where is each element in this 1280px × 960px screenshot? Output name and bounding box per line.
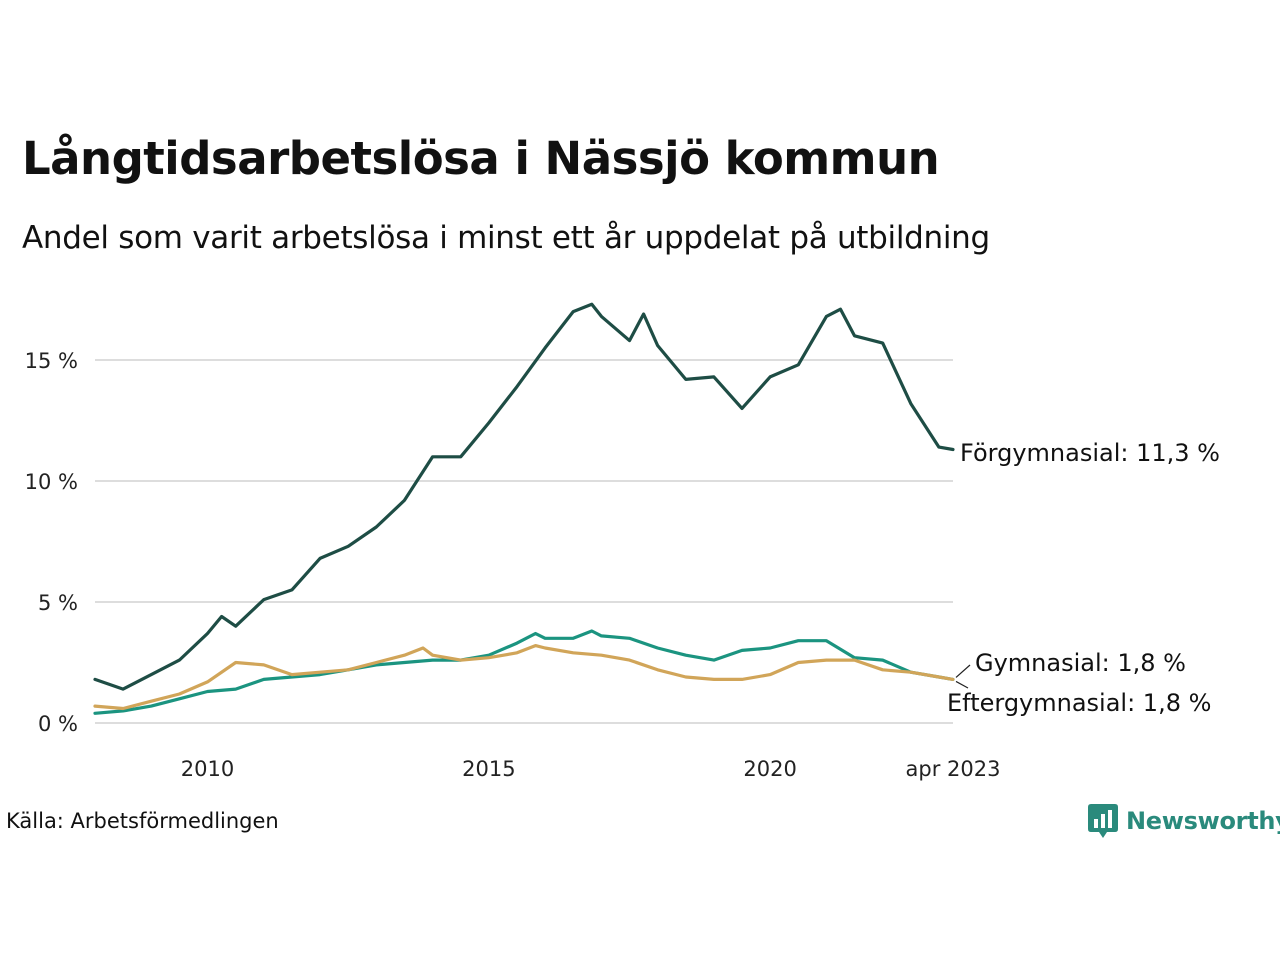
brand-logo: Newsworthy [1088, 804, 1280, 838]
x-tick-label: 2020 [743, 757, 796, 781]
end-label-eftergymnasial: Eftergymnasial: 1,8 % [947, 689, 1211, 717]
series-line-eftergymnasial [93, 643, 955, 711]
leader-line [955, 664, 971, 678]
x-tick-label: apr 2023 [906, 757, 1001, 781]
x-axis-labels: 2010 2015 2020 apr 2023 [181, 757, 1001, 781]
series-end-labels: Förgymnasial: 11,3 % Gymnasial: 1,8 % Efte… [947, 439, 1220, 717]
series-line-gymnasial [93, 629, 955, 715]
series-lines [93, 302, 955, 715]
gridlines [95, 359, 953, 724]
leader-line [955, 680, 969, 689]
y-axis-labels: 0 % 5 % 10 % 15 % [25, 349, 78, 736]
x-tick-label: 2010 [181, 757, 234, 781]
brand-name: Newsworthy [1126, 807, 1280, 835]
end-label-förgymnasial: Förgymnasial: 11,3 % [960, 439, 1220, 467]
source-note: Källa: Arbetsförmedlingen [6, 809, 279, 833]
y-tick-label: 10 % [25, 470, 78, 494]
chart-title: Långtidsarbetslösa i Nässjö kommun [22, 132, 940, 185]
y-tick-label: 0 % [38, 712, 78, 736]
newsworthy-logo-icon [1088, 804, 1118, 838]
chart-subtitle: Andel som varit arbetslösa i minst ett å… [22, 220, 990, 256]
series-line-förgymnasial [93, 302, 955, 691]
y-tick-label: 5 % [38, 591, 78, 615]
y-tick-label: 15 % [25, 349, 78, 373]
x-tick-label: 2015 [462, 757, 515, 781]
end-label-gymnasial: Gymnasial: 1,8 % [975, 649, 1186, 677]
